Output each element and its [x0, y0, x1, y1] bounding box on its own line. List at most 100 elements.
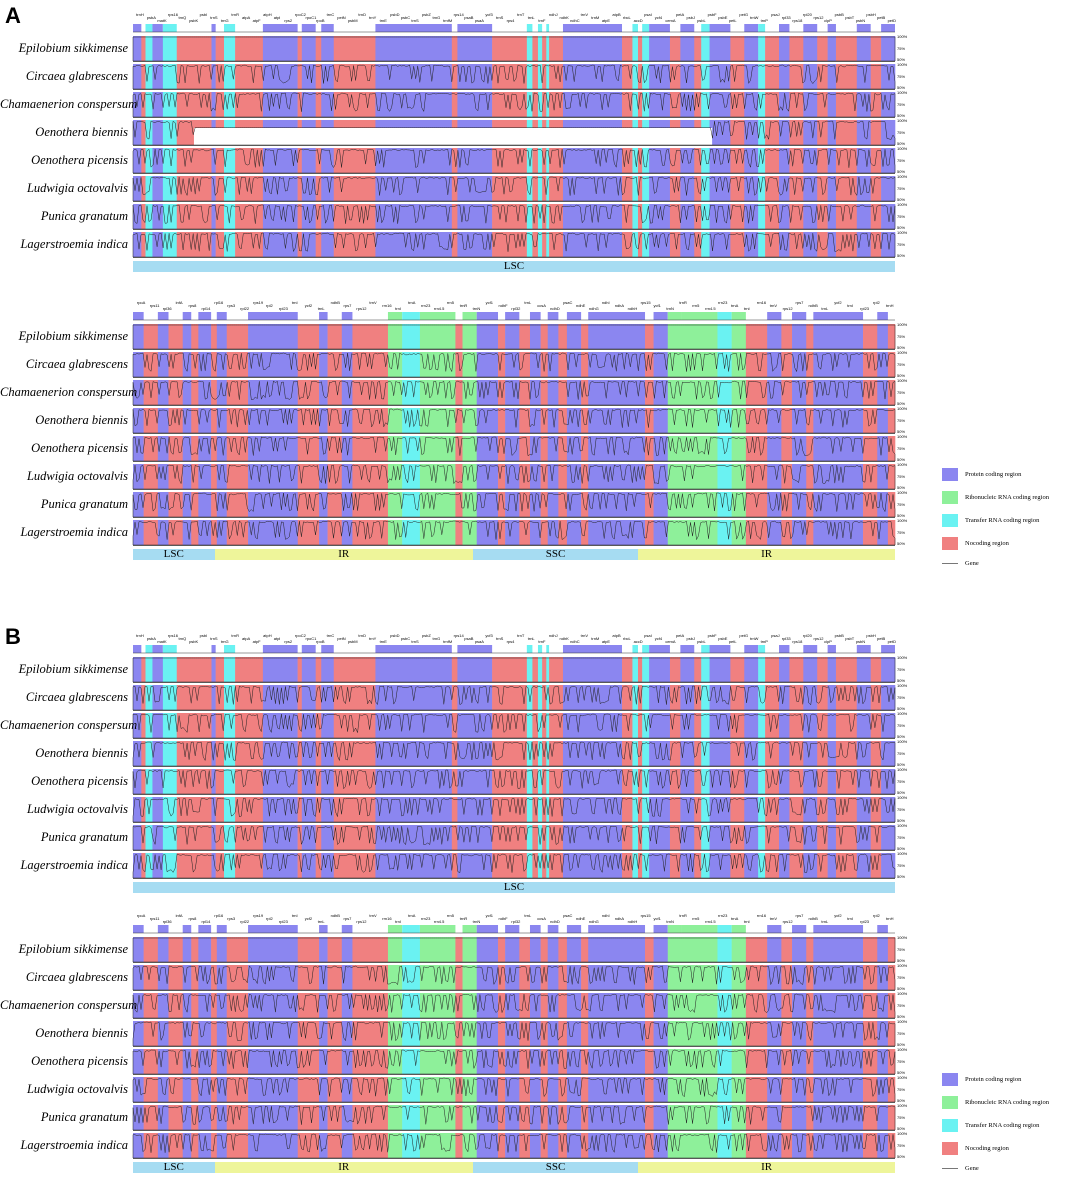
alignment-segment	[622, 204, 633, 229]
gene-annotation-box	[709, 24, 731, 32]
gene-label: atpI	[273, 15, 281, 20]
alignment-segment	[375, 657, 453, 682]
alignment-segment	[758, 741, 766, 766]
alignment-segment	[387, 965, 403, 990]
scale-label: 100%	[897, 174, 908, 179]
gene-annotation-box	[301, 645, 316, 653]
alignment-segment	[667, 1077, 683, 1102]
alignment-segment	[745, 1133, 768, 1158]
alignment-segment	[887, 1077, 896, 1102]
gene-label: ycf1	[485, 300, 493, 305]
panel-a-lsc-alignment: 100% 75% 50% 100% 75% 50% 100% 75% 50% 100% 75% 50%…	[0, 12, 910, 272]
scale-label: 75%	[897, 390, 905, 395]
alignment-segment	[215, 204, 225, 229]
alignment-segment	[667, 520, 683, 545]
scale-label: 75%	[897, 751, 905, 756]
alignment-segment	[827, 36, 837, 61]
gene-annotation-box	[223, 645, 236, 653]
alignment-segment	[653, 492, 669, 517]
alignment-segment	[211, 1021, 218, 1046]
alignment-segment	[492, 204, 528, 229]
alignment-segment	[476, 352, 499, 377]
alignment-segment	[211, 1105, 218, 1130]
alignment-segment	[767, 520, 782, 545]
gene-label: rpl23	[860, 919, 870, 924]
alignment-segment	[537, 232, 543, 257]
alignment-segment	[133, 324, 144, 349]
region-bar-lsc: LSC	[133, 549, 215, 560]
legend-panel-b: Protein coding region Ribonucleic RNA cod…	[942, 1073, 1072, 1193]
scale-label: 50%	[897, 513, 905, 518]
alignment-segment	[758, 148, 766, 173]
alignment-segment	[145, 741, 153, 766]
alignment-segment	[133, 657, 142, 682]
alignment-segment	[297, 993, 320, 1018]
alignment-segment	[152, 741, 164, 766]
gene-annotation-box	[642, 24, 650, 32]
alignment-segment	[881, 657, 896, 682]
alignment-segment	[133, 797, 142, 822]
scale-label: 50%	[897, 1126, 905, 1131]
alignment-segment	[622, 36, 633, 61]
identity-curve	[132, 492, 896, 518]
alignment-segment	[887, 1021, 896, 1046]
alignment-segment	[455, 1077, 463, 1102]
alignment-segment	[765, 797, 780, 822]
scale-label: 100%	[897, 1075, 908, 1080]
alignment-segment	[881, 825, 896, 850]
alignment-segment	[462, 1133, 478, 1158]
alignment-segment	[532, 232, 539, 257]
alignment-segment	[792, 993, 807, 1018]
alignment-segment	[642, 176, 650, 201]
alignment-segment	[789, 204, 804, 229]
scale-label: 100%	[897, 434, 908, 439]
alignment-segment	[632, 853, 639, 878]
alignment-segment	[558, 1077, 568, 1102]
alignment-segment	[558, 993, 568, 1018]
scale-label: 75%	[897, 723, 905, 728]
alignment-segment	[649, 36, 671, 61]
alignment-segment	[856, 713, 871, 738]
alignment-segment	[817, 92, 828, 117]
alignment-segment	[765, 36, 780, 61]
alignment-segment	[321, 713, 335, 738]
gene-annotation-box	[680, 24, 695, 32]
alignment-segment	[223, 204, 236, 229]
gene-annotation-box	[877, 312, 888, 320]
alignment-segment	[198, 324, 212, 349]
gene-label: trnM	[591, 15, 600, 20]
gene-label: trnR	[459, 916, 468, 921]
alignment-segment	[455, 408, 463, 433]
alignment-segment	[297, 1021, 320, 1046]
scale-label: 50%	[897, 1154, 905, 1159]
alignment-segment	[877, 324, 889, 349]
gene-label: psaJ	[771, 12, 780, 17]
scale-label: 50%	[897, 141, 905, 146]
alignment-segment	[462, 1049, 478, 1074]
legend-swatch	[942, 468, 958, 481]
alignment-segment	[387, 1077, 403, 1102]
gene-label: ccsA	[537, 303, 546, 308]
alignment-segment	[297, 492, 320, 517]
alignment-segment	[133, 352, 144, 377]
alignment-segment	[781, 408, 793, 433]
gene-label: psbT	[845, 15, 855, 20]
alignment-segment	[744, 36, 759, 61]
alignment-segment	[301, 657, 316, 682]
alignment-segment	[143, 1105, 159, 1130]
gene-label: rps16	[167, 12, 178, 17]
alignment-segment	[133, 520, 144, 545]
legend-label: Protein coding region	[965, 1076, 1022, 1083]
scale-label: 100%	[897, 90, 908, 95]
alignment-segment	[813, 1021, 864, 1046]
alignment-segment	[526, 685, 533, 710]
alignment-segment	[211, 520, 218, 545]
alignment-segment	[198, 993, 212, 1018]
alignment-segment	[319, 520, 328, 545]
alignment-segment	[211, 965, 218, 990]
alignment-segment	[758, 657, 766, 682]
alignment-segment	[549, 797, 564, 822]
alignment-segment	[622, 797, 633, 822]
alignment-segment	[588, 937, 646, 962]
alignment-segment	[778, 176, 790, 201]
